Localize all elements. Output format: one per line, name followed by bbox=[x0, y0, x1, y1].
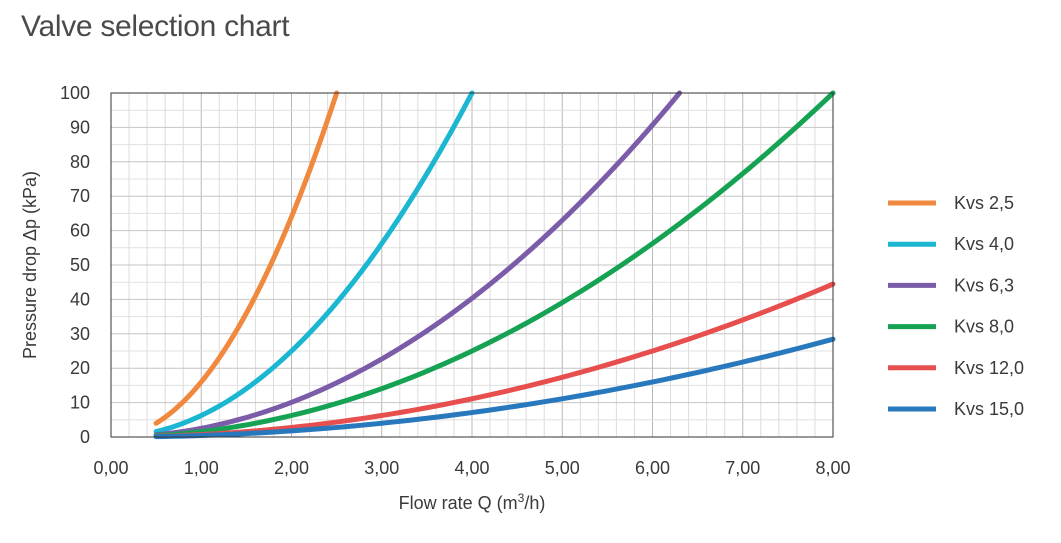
y-tick-label: 60 bbox=[70, 221, 90, 241]
tick-layer: 0,00 1,00 2,00 3,00 4,00 5,00 6,00 7,00 8,00 0 10 2… bbox=[60, 83, 851, 478]
series-layer bbox=[153, 90, 836, 440]
x-tick-label: 2,00 bbox=[274, 458, 309, 478]
legend-label: Kvs 2,5 bbox=[954, 193, 1014, 213]
y-tick-label: 0 bbox=[80, 427, 90, 447]
x-tick-label: 4,00 bbox=[454, 458, 489, 478]
x-axis-label: Flow rate Q (m3/h) bbox=[399, 491, 546, 513]
series-line bbox=[153, 90, 683, 438]
x-tick-label: 6,00 bbox=[635, 458, 670, 478]
x-tick-label: 8,00 bbox=[815, 458, 850, 478]
y-tick-label: 40 bbox=[70, 289, 90, 309]
y-tick-label: 20 bbox=[70, 358, 90, 378]
legend-label: Kvs 6,3 bbox=[954, 275, 1014, 295]
series-line bbox=[153, 336, 836, 440]
legend-label: Kvs 15,0 bbox=[954, 399, 1024, 419]
y-tick-label: 70 bbox=[70, 186, 90, 206]
y-tick-label: 30 bbox=[70, 324, 90, 344]
x-tick-label: 0,00 bbox=[93, 458, 128, 478]
series-line bbox=[153, 90, 475, 435]
y-tick-label: 80 bbox=[70, 152, 90, 172]
series-line bbox=[153, 281, 836, 439]
x-tick-label: 7,00 bbox=[725, 458, 760, 478]
grid-layer bbox=[111, 93, 833, 437]
x-tick-label: 3,00 bbox=[364, 458, 399, 478]
plot-frame bbox=[110, 92, 834, 438]
y-tick-label: 50 bbox=[70, 255, 90, 275]
x-tick-label: 5,00 bbox=[545, 458, 580, 478]
y-axis-label: Pressure drop Δp (kPa) bbox=[20, 171, 40, 359]
legend-label: Kvs 8,0 bbox=[954, 317, 1014, 337]
y-tick-label: 90 bbox=[70, 117, 90, 137]
y-tick-label: 10 bbox=[70, 393, 90, 413]
x-tick-label: 1,00 bbox=[184, 458, 219, 478]
legend-label: Kvs 12,0 bbox=[954, 358, 1024, 378]
y-tick-label: 100 bbox=[60, 83, 90, 103]
legend-label: Kvs 4,0 bbox=[954, 234, 1014, 254]
series-line bbox=[153, 90, 836, 439]
series-line bbox=[153, 90, 340, 426]
page-title: Valve selection chart bbox=[21, 10, 290, 43]
legend: Kvs 2,5 Kvs 4,0 Kvs 6,3 Kvs 8,0 Kvs 12,0 Kvs … bbox=[888, 193, 1024, 419]
